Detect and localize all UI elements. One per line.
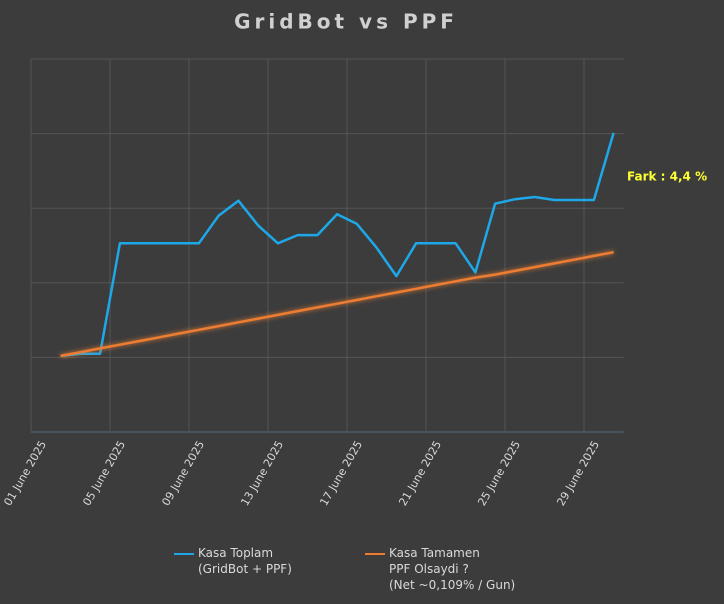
- series-line: [60, 132, 615, 358]
- legend-swatch: [365, 553, 385, 555]
- x-tick-label: 05 June 2025: [80, 439, 128, 509]
- legend-item: Kasa Tamamen PPF Olsaydi ? (Net ~0,109% …: [365, 545, 515, 593]
- series-line: [60, 250, 614, 358]
- x-tick-label: 25 June 2025: [475, 439, 523, 509]
- legend-label: Kasa Toplam (GridBot + PPF): [198, 546, 292, 576]
- annotation: Fark : 4,4 %: [627, 170, 707, 184]
- x-tick-label: 09 June 2025: [159, 439, 207, 509]
- x-tick-label: 01 June 2025: [1, 439, 49, 509]
- x-tick-label: 29 June 2025: [554, 439, 602, 509]
- x-tick-label: 21 June 2025: [396, 439, 444, 509]
- x-tick-label: 13 June 2025: [238, 439, 286, 509]
- legend-swatch: [174, 553, 194, 555]
- chart-title: GridBot vs PPF: [234, 10, 458, 34]
- x-tick-label: 17 June 2025: [317, 439, 365, 509]
- legend-label: Kasa Tamamen PPF Olsaydi ? (Net ~0,109% …: [389, 546, 516, 592]
- legend-item: Kasa Toplam (GridBot + PPF): [174, 545, 292, 577]
